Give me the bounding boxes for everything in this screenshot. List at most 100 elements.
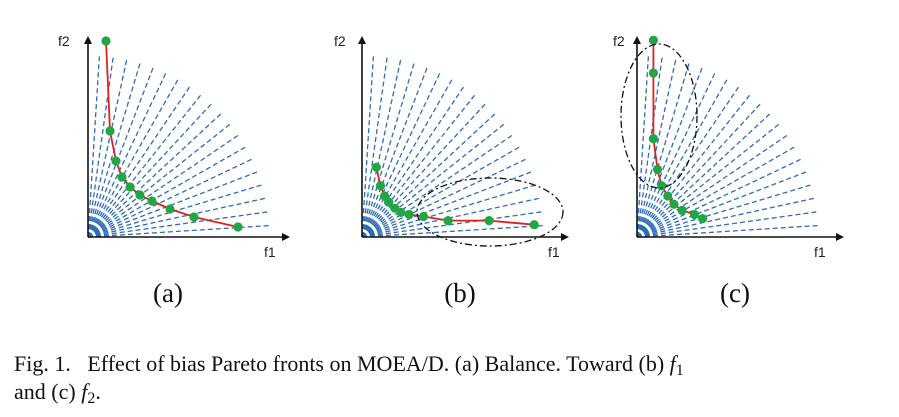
weight-vector-ray	[361, 184, 537, 238]
weight-vector-ray	[361, 94, 476, 238]
solution-point	[375, 181, 386, 191]
bias-region-ellipse	[620, 43, 698, 189]
weight-vector-ray	[87, 211, 269, 238]
weight-vector-ray	[87, 85, 191, 238]
solution-point	[384, 197, 394, 207]
weight-vector-ray	[87, 56, 114, 238]
solution-point	[677, 205, 687, 215]
weight-vector-ray	[361, 66, 428, 238]
weight-vector-ray	[361, 85, 465, 238]
weight-vector-ray	[361, 103, 487, 238]
panel-label: (b)	[444, 278, 475, 308]
solution-point	[105, 126, 115, 136]
weight-vector-ray	[636, 171, 808, 238]
solution-point	[371, 162, 381, 172]
weight-vector-ray	[636, 62, 690, 238]
f1-axis-label: f1	[814, 244, 826, 260]
weight-vector-ray	[361, 59, 402, 238]
weight-vector-ray	[361, 224, 544, 238]
weight-vector-ray	[636, 59, 677, 238]
solution-point	[396, 207, 406, 217]
weight-vector-ray	[361, 211, 543, 238]
solution-point	[484, 216, 494, 226]
caption-variable-f2: f	[81, 379, 88, 404]
weight-vector-ray	[87, 112, 222, 238]
solution-point	[147, 196, 157, 206]
solution-point	[125, 182, 135, 192]
f2-axis-label: f2	[613, 33, 625, 49]
solution-point	[648, 68, 659, 78]
weight-vector-ray	[361, 55, 375, 238]
weight-vector-ray	[361, 158, 527, 238]
weight-vector-ray	[87, 146, 247, 238]
caption-text-part1: Effect of bias Pareto fronts on MOEA/D. …	[87, 351, 665, 376]
solution-point	[663, 191, 673, 201]
weight-vector-ray	[361, 56, 388, 238]
caption-text-part2: and (c)	[14, 379, 76, 404]
weight-vector-ray	[361, 112, 496, 238]
weight-vector-ray	[87, 158, 253, 238]
caption-subscript-1: 1	[675, 362, 684, 379]
solution-point	[669, 199, 679, 209]
f1-axis-label: f1	[548, 244, 560, 260]
caption-figure-number: Fig. 1.	[14, 351, 71, 376]
weight-vector-ray	[361, 78, 453, 238]
weight-vector-ray	[87, 59, 128, 238]
weight-vector-ray	[87, 171, 259, 238]
figure-caption: Fig. 1. Effect of bias Pareto fronts on …	[14, 350, 889, 407]
weight-vector-ray	[361, 72, 441, 238]
weight-vector-ray	[361, 146, 521, 238]
weight-vector-ray	[636, 146, 796, 238]
solution-point	[404, 209, 414, 220]
solution-point	[443, 216, 453, 226]
solution-point	[698, 213, 708, 224]
figure: f2 f1 (a) f2 f1 (b) f2 f1 (c)	[58, 33, 844, 308]
weight-vector-ray	[361, 123, 505, 238]
solution-point	[233, 222, 243, 232]
solution-point	[418, 211, 429, 222]
solution-point	[529, 220, 539, 230]
solution-point	[648, 35, 659, 45]
weight-vector-ray	[636, 56, 663, 238]
weight-vector-ray	[87, 55, 101, 238]
weight-vector-ray	[636, 103, 762, 238]
weight-vector-ray	[636, 158, 802, 238]
weight-vector-ray	[87, 224, 270, 238]
solution-point	[689, 209, 700, 220]
panel-a: f2 f1 (a)	[58, 33, 290, 308]
weight-vector-ray	[636, 66, 703, 238]
solution-point	[111, 156, 121, 166]
weight-vector-ray	[361, 171, 533, 238]
caption-period: .	[95, 379, 101, 404]
weight-vector-ray	[361, 62, 415, 238]
weight-vector-ray	[636, 224, 819, 238]
weight-vector-ray	[87, 103, 213, 238]
solution-point	[101, 36, 111, 46]
weight-vector-ray	[636, 184, 812, 238]
bias-region-ellipse	[416, 177, 564, 247]
weight-vector-ray	[87, 134, 240, 238]
panel-label: (a)	[153, 278, 183, 308]
weight-vector-ray	[636, 123, 780, 238]
solution-point	[648, 134, 659, 144]
solution-point	[189, 212, 199, 222]
f2-axis-label: f2	[334, 33, 346, 49]
pareto-front-line	[105, 40, 239, 228]
weight-vector-ray	[636, 55, 650, 238]
solution-point	[652, 164, 663, 174]
weight-vector-ray	[636, 211, 818, 238]
weight-vector-ray	[87, 94, 202, 238]
panel-label: (c)	[720, 278, 750, 308]
weight-vector-ray	[636, 134, 789, 238]
panel-b: f2 f1 (b)	[334, 33, 569, 308]
weight-vector-ray	[361, 134, 514, 238]
pareto-front-line	[652, 40, 704, 220]
weight-vector-ray	[636, 112, 771, 238]
weight-vector-ray	[636, 197, 815, 238]
weight-vector-ray	[87, 72, 167, 238]
weight-vector-ray	[87, 197, 266, 238]
panel-c: f2 f1 (c)	[613, 33, 844, 308]
solution-point	[165, 204, 175, 214]
f2-axis-label: f2	[58, 33, 70, 49]
weight-vector-ray	[87, 123, 231, 238]
